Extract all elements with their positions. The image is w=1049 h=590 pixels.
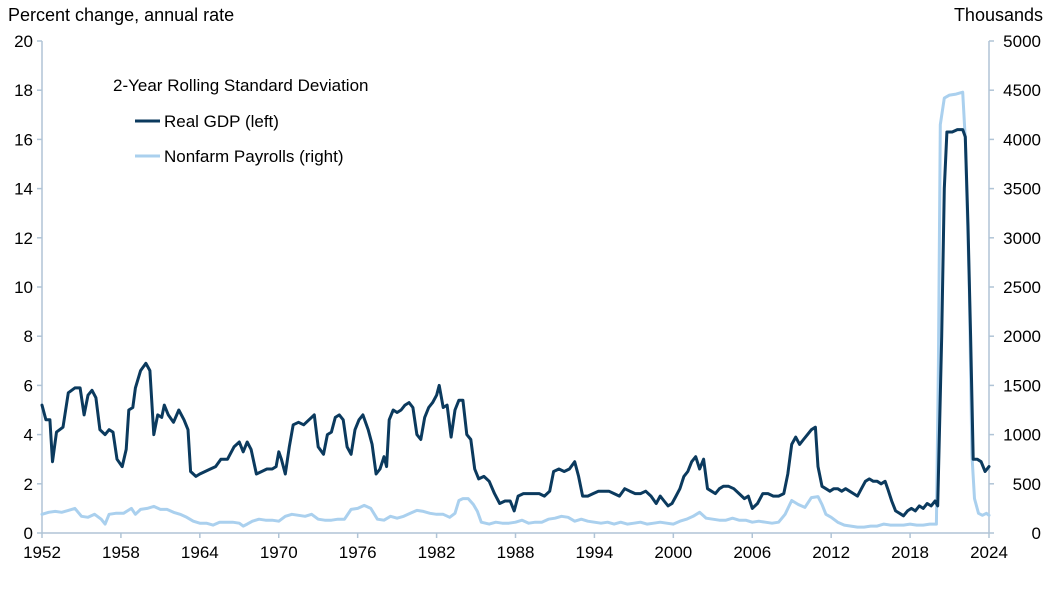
x-tick-label: 1970 — [260, 543, 298, 562]
x-tick-label: 1952 — [23, 543, 61, 562]
x-tick-label: 1958 — [102, 543, 140, 562]
x-tick-label: 2012 — [812, 543, 850, 562]
series-line-real-gdp — [40, 128, 991, 518]
chart-annotation: 2-Year Rolling Standard Deviation — [113, 76, 368, 95]
right-y-tick-label: 5000 — [1003, 32, 1041, 51]
left-y-tick-label: 18 — [14, 81, 33, 100]
series-layer — [40, 90, 991, 529]
right-y-tick-label: 4500 — [1003, 81, 1041, 100]
right-axis-unit-label: Thousands — [954, 5, 1043, 25]
legend-label-nonfarm-payrolls: Nonfarm Payrolls (right) — [164, 147, 344, 166]
left-y-tick-label: 6 — [24, 376, 33, 395]
left-axis-unit-label: Percent change, annual rate — [8, 5, 234, 25]
x-tick-label: 2018 — [891, 543, 929, 562]
right-y-tick-label: 3000 — [1003, 229, 1041, 248]
x-tick-label: 2000 — [654, 543, 692, 562]
left-y-tick-label: 10 — [14, 278, 33, 297]
series-line-nonfarm-payrolls — [40, 90, 991, 529]
right-y-tick-label: 1000 — [1003, 426, 1041, 445]
right-y-tick-label: 1500 — [1003, 376, 1041, 395]
right-y-tick-label: 2000 — [1003, 327, 1041, 346]
x-tick-label: 1982 — [418, 543, 456, 562]
x-tick-label: 1964 — [181, 543, 219, 562]
x-tick-label: 2024 — [970, 543, 1008, 562]
right-y-tick-label: 2500 — [1003, 278, 1041, 297]
left-y-tick-label: 20 — [14, 32, 33, 51]
left-y-tick-label: 4 — [24, 426, 33, 445]
right-y-tick-label: 500 — [1013, 475, 1041, 494]
left-y-tick-label: 8 — [24, 327, 33, 346]
left-y-tick-label: 12 — [14, 229, 33, 248]
right-y-tick-label: 0 — [1032, 524, 1041, 543]
x-tick-label: 1994 — [576, 543, 614, 562]
left-y-tick-label: 2 — [24, 475, 33, 494]
legend-label-real-gdp: Real GDP (left) — [164, 112, 279, 131]
right-y-tick-label: 4000 — [1003, 130, 1041, 149]
axes: 0 2 4 6 8 10 12 14 16 18 20 0 500 1000 1500 2000 2500 300… — [14, 32, 1041, 562]
legend: Real GDP (left) Nonfarm Payrolls (right) — [135, 112, 344, 166]
left-y-tick-label: 14 — [14, 180, 33, 199]
left-y-tick-label: 0 — [24, 524, 33, 543]
left-y-tick-label: 16 — [14, 130, 33, 149]
x-tick-label: 1976 — [339, 543, 377, 562]
x-tick-label: 2006 — [733, 543, 771, 562]
x-tick-label: 1988 — [497, 543, 535, 562]
right-y-tick-label: 3500 — [1003, 180, 1041, 199]
